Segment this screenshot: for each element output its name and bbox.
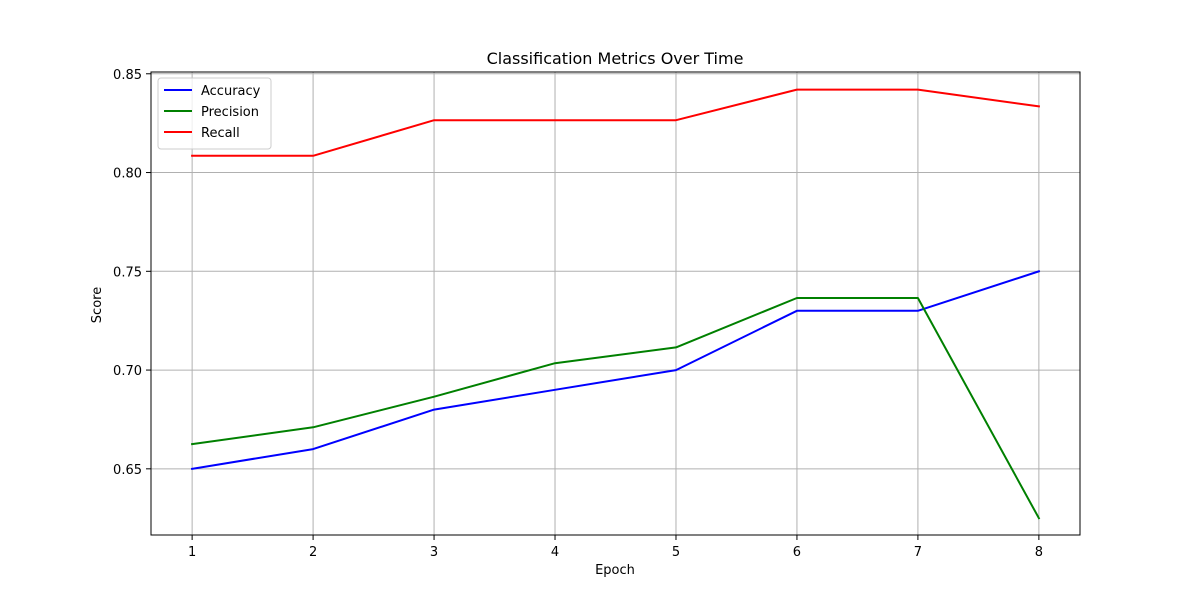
series-line-precision	[190, 297, 1041, 520]
legend-label-recall: Recall	[201, 126, 240, 141]
x-tick-label: 4	[551, 545, 559, 560]
legend-label-accuracy: Accuracy	[201, 84, 261, 99]
grid-lines	[151, 72, 1080, 535]
x-tick-label: 7	[914, 545, 922, 560]
y-tick-label: 0.85	[113, 68, 142, 83]
series-line-accuracy	[190, 270, 1041, 470]
y-tick-label: 0.65	[113, 463, 142, 478]
x-tick-label: 6	[793, 545, 801, 560]
y-axis-label: Score	[90, 287, 105, 323]
y-tick-label: 0.80	[113, 167, 142, 182]
series-line-recall	[191, 88, 1041, 157]
legend-label-precision: Precision	[201, 105, 259, 120]
x-axis-ticks: 1 2 3 4 5 6 7 8	[188, 535, 1043, 560]
x-axis-label: Epoch	[595, 563, 635, 578]
x-tick-label: 5	[672, 545, 680, 560]
x-tick-label: 1	[188, 545, 196, 560]
series-lines	[190, 88, 1041, 520]
legend: Accuracy Precision Recall	[157, 77, 272, 150]
plot-frame	[150, 71, 1081, 536]
y-tick-label: 0.75	[113, 265, 142, 280]
y-tick-label: 0.70	[113, 364, 142, 379]
y-axis-ticks: 0.65 0.70 0.75 0.80 0.85	[113, 68, 151, 478]
chart-title: Classification Metrics Over Time	[487, 49, 744, 68]
x-tick-label: 3	[430, 545, 438, 560]
x-tick-label: 8	[1035, 545, 1043, 560]
x-tick-label: 2	[309, 545, 317, 560]
